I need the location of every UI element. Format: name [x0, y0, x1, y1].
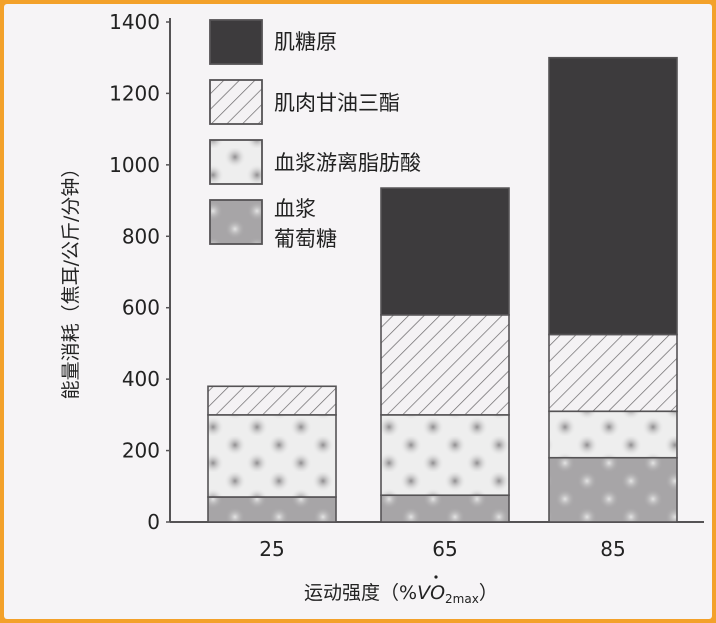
y-tick-label: 400 [122, 367, 160, 391]
bar-segment [548, 456, 678, 523]
x-tick-label: 25 [259, 537, 284, 561]
bar-segment [380, 494, 510, 523]
bar-segment [207, 414, 337, 498]
legend-label: 血浆游离脂肪酸 [274, 151, 421, 175]
stacked-bar-chart: 0 200 400 600 800 1000 1200 1400 25 65 85 肌糖原肌肉甘油… [60, 10, 704, 606]
bar-segment [548, 410, 678, 459]
x-tick-label: 65 [432, 537, 457, 561]
chart-frame: 0 200 400 600 800 1000 1200 1400 25 65 85 肌糖原肌肉甘油… [4, 4, 712, 619]
y-tick-label: 200 [122, 439, 160, 463]
bars [207, 56, 678, 523]
legend-swatch [209, 79, 263, 125]
x-tick-labels: 25 65 85 [259, 537, 625, 561]
y-tick-label: 1200 [109, 81, 160, 105]
x-axis-title-sub: 2max [445, 592, 479, 606]
legend-swatch [209, 19, 263, 65]
v-dot-mark [434, 575, 438, 579]
x-axis-title: 运动强度（%VO2max） [304, 582, 498, 606]
bar-segment [207, 385, 337, 416]
legend-swatch [209, 139, 263, 185]
y-tick-label: 600 [122, 296, 160, 320]
x-axis-title-close: ） [479, 582, 498, 604]
legend-label: 血浆 [274, 197, 316, 221]
legend-label: 葡萄糖 [274, 227, 337, 251]
bar-segment [380, 414, 510, 497]
legend-swatch [209, 199, 263, 245]
bar-segment [380, 187, 510, 316]
x-axis-title-main: 运动强度（% [304, 582, 417, 604]
y-tick-label: 800 [122, 224, 160, 248]
legend-label: 肌糖原 [274, 30, 337, 54]
y-tick-label: 1000 [109, 153, 160, 177]
bar-segment [548, 56, 678, 336]
legend-label: 肌肉甘油三酯 [274, 91, 400, 115]
y-tick-labels: 0 200 400 600 800 1000 1200 1400 [109, 10, 170, 534]
y-tick-label: 1400 [109, 10, 160, 34]
x-axis-title-v: V [417, 582, 432, 604]
y-tick-label: 0 [147, 510, 160, 534]
y-axis-title: 能量消耗（焦耳/公斤/分钟） [60, 159, 82, 400]
bar-segment [207, 496, 337, 523]
x-axis-title-o: O [430, 582, 445, 604]
bar-segment [548, 333, 678, 413]
x-tick-label: 85 [600, 537, 625, 561]
bar-segment [380, 314, 510, 416]
